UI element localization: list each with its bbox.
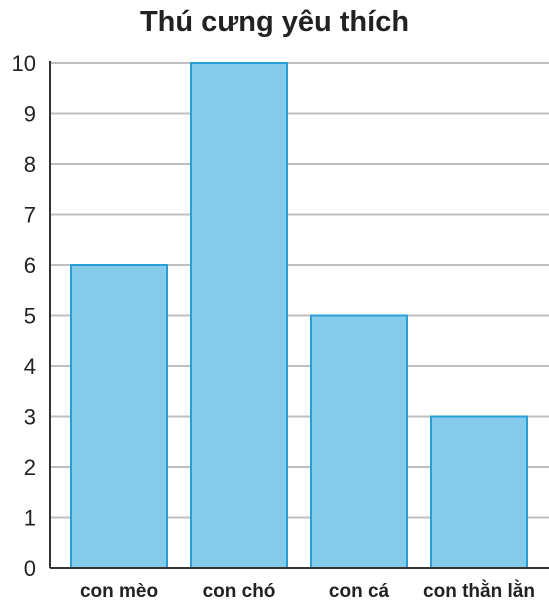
labels: 0 1 2 3 4 5 6 7 8 9 10 con mèo con chó con cá con thằn… xyxy=(12,51,535,602)
y-tick-label-2: 2 xyxy=(24,455,36,480)
axes xyxy=(49,61,549,569)
bar-con-cá xyxy=(310,314,408,569)
y-tick-label-6: 6 xyxy=(24,253,36,278)
y-tick-label-9: 9 xyxy=(24,102,36,127)
bars xyxy=(70,62,528,569)
y-tick-label-8: 8 xyxy=(24,152,36,177)
chart-title: Thú cưng yêu thích xyxy=(139,6,410,38)
bar-con-thằn-lằn xyxy=(430,415,528,569)
y-tick-label-3: 3 xyxy=(24,405,36,430)
y-tick-label-4: 4 xyxy=(24,354,36,379)
y-tick-label-1: 1 xyxy=(24,506,36,531)
y-tick-label-10: 10 xyxy=(12,51,36,76)
bar-con-chó xyxy=(190,62,288,569)
x-category-label-con-cá: con cá xyxy=(329,581,390,602)
bar-con-mèo xyxy=(70,264,168,569)
y-tick-label-7: 7 xyxy=(24,203,36,228)
x-category-label-con-thằn-lằn: con thằn lằn xyxy=(423,580,535,602)
x-category-label-con-chó: con chó xyxy=(203,581,276,602)
y-tick-label-0: 0 xyxy=(24,556,36,581)
x-category-label-con-mèo: con mèo xyxy=(80,581,158,602)
y-tick-label-5: 5 xyxy=(24,304,36,329)
